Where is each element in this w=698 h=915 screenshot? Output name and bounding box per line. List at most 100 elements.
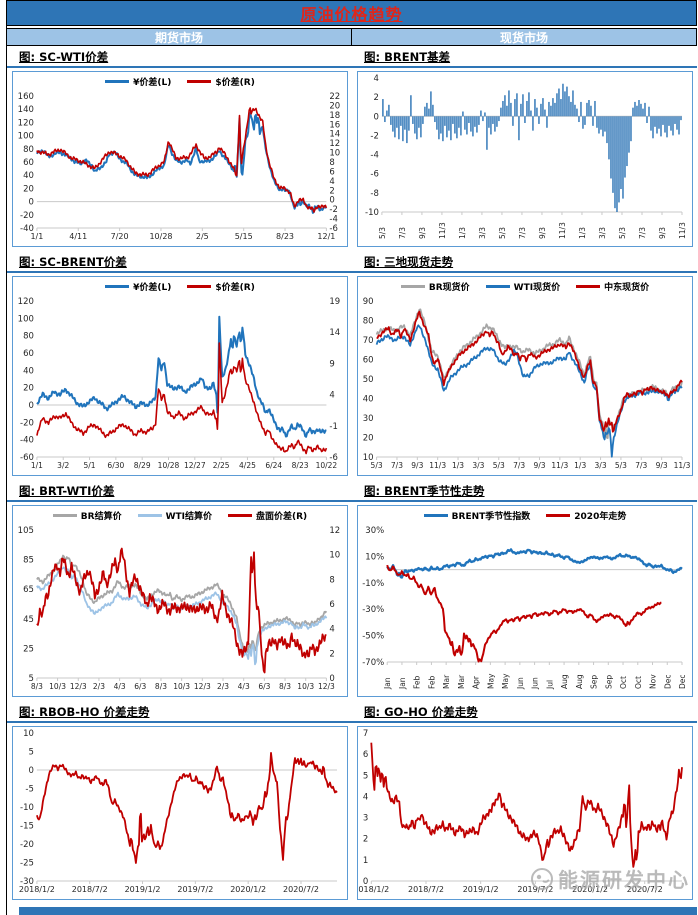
x-axis-tick-label: 1/3 — [578, 227, 587, 239]
legend-label: BRENT季节性指数 — [451, 511, 531, 522]
bar — [664, 116, 666, 133]
bar — [658, 116, 660, 129]
y-axis-tick-label: -10 — [365, 208, 379, 218]
legend-label: WTI结算价 — [165, 511, 213, 522]
y-axis-tick-label: 20 — [23, 384, 34, 394]
chart-title-sc-wti: 图: SC-WTI价差 — [19, 50, 109, 64]
chart-brent-basis: 4 2 0 -2 -4 -6 -8 -10 5/3 7/3 9/3 11/3 1/3 3/3 5/3 7/3 9… — [357, 71, 693, 247]
y-axis-tick-label: -20 — [20, 418, 34, 428]
bar — [490, 116, 492, 135]
x-axis-tick-label: 5/15 — [235, 232, 253, 241]
bar — [520, 103, 522, 117]
bar — [426, 102, 428, 117]
bar — [540, 103, 542, 117]
legend-label: 中东现货价 — [604, 282, 650, 293]
legend-item: $价差(R) — [187, 280, 255, 293]
x-axis-tick-label: 8/3 — [279, 682, 291, 691]
legend-item: 中东现货价 — [576, 280, 649, 293]
bar — [460, 116, 462, 136]
chart-title-go-ho: 图: GO-HO 价差走势 — [364, 705, 478, 719]
bar — [602, 116, 604, 137]
bar — [494, 116, 496, 132]
legend-label: ¥价差(L) — [133, 77, 172, 88]
bar — [504, 95, 506, 117]
legend-label: 盘面价差(R) — [256, 511, 308, 522]
y-axis-tick-label: 0 — [373, 112, 378, 122]
bar — [580, 101, 582, 117]
x-axis-tick-label: 2018/1/2 — [358, 885, 389, 894]
y2-axis-tick-label: 2 — [329, 186, 334, 196]
chart-sc-brent: ¥价差(L) $价差(R) 120 100 80 60 40 20 0 -20 -40 -60 19 14… — [12, 276, 348, 476]
y-axis-tick-label: 140 — [18, 105, 34, 115]
x-axis-tick-label: 9/3 — [418, 227, 427, 239]
report-title-bar: 原油价格趋势 — [7, 0, 697, 26]
x-axis-tick-label: 1/3 — [458, 227, 467, 239]
y-axis-tick-label: -50% — [362, 632, 384, 642]
y-axis-tick-label: -10 — [20, 803, 34, 813]
data-series-line — [376, 310, 683, 433]
bar — [546, 116, 548, 128]
x-axis-tick-label: 3/3 — [598, 227, 607, 239]
x-axis-tick-label: Jun — [516, 677, 525, 690]
bar — [646, 116, 648, 123]
y-axis-tick-label: 6 — [363, 750, 368, 760]
y-axis-tick-label: 120 — [18, 297, 34, 307]
bar — [544, 109, 546, 117]
bar — [618, 116, 620, 203]
y-axis-tick-label: 160 — [18, 92, 34, 102]
bar — [620, 116, 622, 190]
x-axis-tick-label: Sep — [590, 675, 599, 689]
bar — [442, 116, 444, 142]
bar — [428, 108, 430, 117]
bar — [400, 116, 402, 126]
bar — [654, 116, 656, 127]
bar — [446, 116, 448, 138]
y-axis-tick-label: 20 — [23, 184, 34, 194]
bar — [466, 116, 468, 135]
chart-canvas: 30% 10% -10% -30% -50% -70% Jan Jan Feb Feb Mar Mar… — [362, 526, 687, 690]
bar — [382, 99, 384, 117]
y-axis-tick-label: -20 — [20, 840, 34, 850]
y-axis-tick-label: -15 — [20, 822, 34, 832]
x-axis-tick-label: 1/1 — [31, 461, 43, 470]
x-axis-tick-label: 7/3 — [391, 461, 403, 470]
bar — [644, 102, 646, 117]
x-axis-tick-label: 10/28 — [149, 232, 172, 241]
bar — [668, 116, 670, 126]
y-axis-tick-label: 60 — [23, 158, 34, 168]
y-axis-tick-label: 0 — [363, 877, 368, 887]
x-axis-tick-label: 8/23 — [276, 232, 294, 241]
bar — [488, 116, 490, 128]
x-axis-tick-label: 2/3 — [217, 682, 229, 691]
x-axis-tick-label: 10/3 — [173, 682, 190, 691]
x-axis-tick-label: 5/3 — [615, 461, 627, 470]
y-axis-tick-label: 5 — [363, 771, 368, 781]
legend-swatch — [423, 513, 448, 517]
bar — [516, 93, 518, 117]
y2-axis-tick-label: 12 — [329, 526, 340, 536]
y2-axis-tick-label: -1 — [329, 422, 337, 432]
bar — [444, 116, 446, 126]
x-axis-tick-label: 9/3 — [533, 461, 545, 470]
bar — [462, 111, 464, 117]
bar — [532, 116, 534, 131]
chart-title-row-4: 图: RBOB-HO 价差走势 图: GO-HO 价差走势 — [7, 701, 697, 721]
y2-axis-tick-label: -6 — [329, 453, 337, 463]
data-series-line — [36, 342, 328, 455]
bar — [622, 116, 624, 199]
bar — [478, 116, 480, 125]
y2-axis-tick-label: 18 — [329, 111, 340, 121]
bar — [530, 110, 532, 117]
y-axis-tick-label: 100 — [18, 314, 34, 324]
y-axis-tick-label: 5 — [28, 674, 33, 684]
legend-label: $价差(R) — [215, 282, 255, 293]
bar — [548, 101, 550, 117]
bar — [670, 116, 672, 131]
bar — [642, 108, 644, 117]
page-title: 原油价格趋势 — [300, 5, 403, 24]
x-axis-tick-label: 7/3 — [518, 227, 527, 239]
bar — [638, 100, 640, 117]
bar — [408, 116, 410, 131]
y-axis-tick-label: 40 — [363, 395, 374, 405]
bar — [398, 116, 400, 140]
